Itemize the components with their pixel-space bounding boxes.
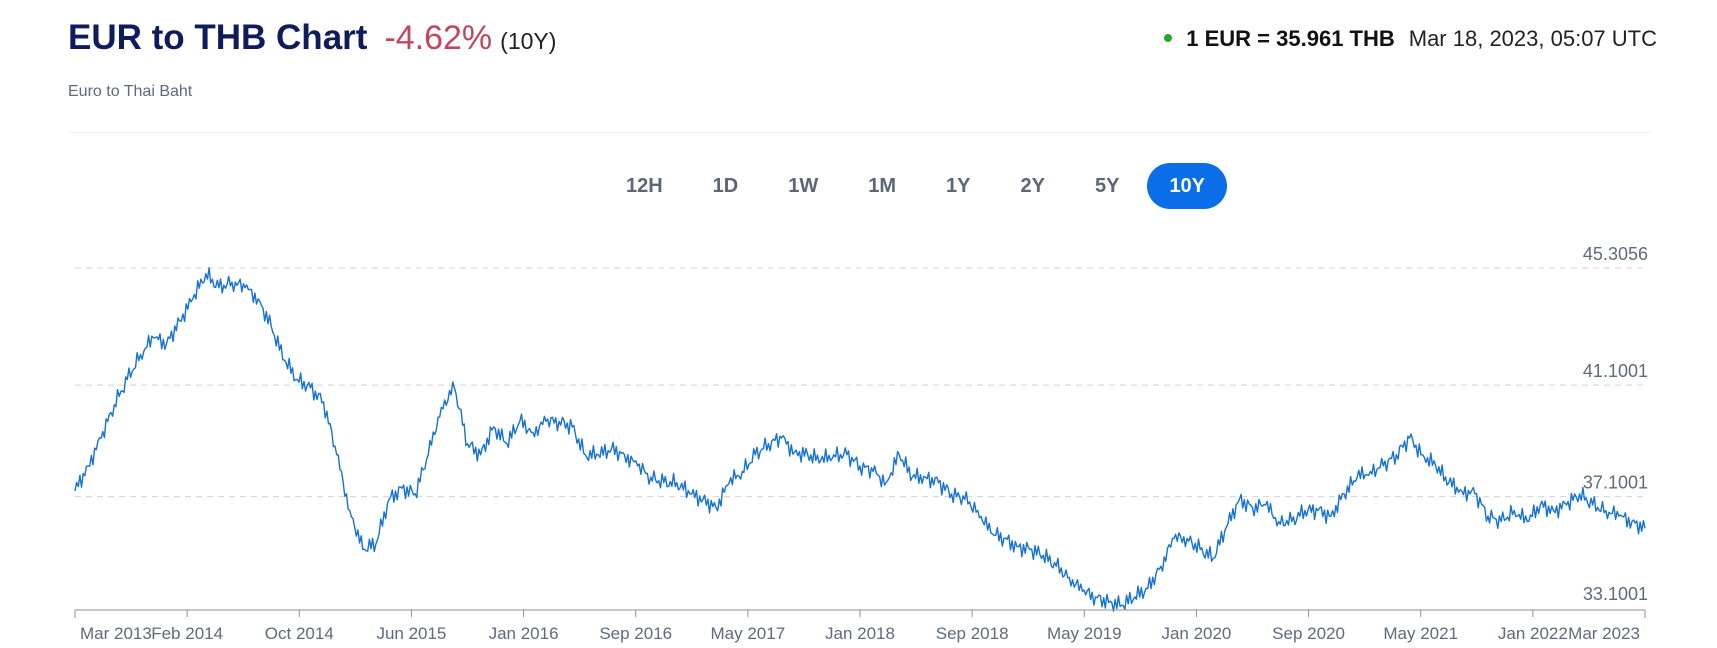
live-status-dot-icon	[1164, 34, 1173, 42]
y-tick-label: 33.1001	[1583, 584, 1648, 604]
x-tick-label: Sep 2020	[1272, 624, 1345, 643]
x-axis: Mar 2013 Feb 2014 Oct 2014 Jun 2015 Jan 2016…	[74, 609, 1646, 643]
x-tick-label: Sep 2018	[936, 624, 1009, 643]
y-tick-label: 45.3056	[1583, 244, 1648, 264]
current-rate: 1 EUR = 35.961 THB	[1186, 26, 1395, 51]
time-range-tab-list: 12H 1D 1W 1M 1Y 2Y 5Y 10Y	[601, 163, 1230, 209]
y-gridlines	[75, 267, 1645, 498]
x-tick-label: Mar 2013	[80, 624, 152, 643]
series-line	[74, 267, 1646, 612]
page-title: EUR to THB Chart	[68, 18, 368, 57]
period-label: (10Y)	[500, 28, 557, 54]
range-tab-5y[interactable]: 5Y	[1094, 174, 1120, 197]
y-tick-label: 37.1001	[1583, 473, 1648, 493]
rate-info: 1 EUR = 35.961 THB Mar 18, 2023, 05:07 U…	[1164, 26, 1657, 52]
x-tick-label: Sep 2016	[599, 624, 672, 643]
range-tab-12h[interactable]: 12H	[625, 174, 663, 197]
x-tick-label: May 2021	[1383, 624, 1458, 643]
x-tick-label: Jan 2022	[1498, 624, 1568, 643]
range-tab-2y[interactable]: 2Y	[1020, 174, 1045, 197]
x-tick-label: Mar 2023	[1568, 624, 1640, 643]
time-range-tabs: 12H 1D 1W 1M 1Y 2Y 5Y 10Y	[0, 163, 1717, 209]
range-tab-10y[interactable]: 10Y	[1147, 163, 1228, 209]
range-tab-1w[interactable]: 1W	[788, 174, 819, 197]
rate-timestamp: Mar 18, 2023, 05:07 UTC	[1408, 26, 1657, 51]
x-tick-label: May 2017	[711, 624, 786, 643]
header-divider	[68, 132, 1652, 133]
x-tick-label: Feb 2014	[151, 624, 223, 643]
x-tick-label: May 2019	[1047, 624, 1122, 643]
range-tab-1m[interactable]: 1M	[868, 174, 897, 197]
title-row: EUR to THB Chart -4.62% (10Y)	[68, 18, 556, 58]
percent-change: -4.62%	[384, 19, 493, 57]
y-tick-label: 41.1001	[1583, 361, 1648, 381]
x-tick-label: Oct 2014	[265, 624, 334, 643]
chart-header: EUR to THB Chart -4.62% (10Y) Euro to Th…	[68, 18, 1657, 102]
x-tick-label: Jun 2015	[376, 624, 446, 643]
x-tick-label: Jan 2018	[825, 624, 895, 643]
eur-thb-line-chart[interactable]: 45.3056 41.1001 37.1001 33.1001 Mar 2013 Feb…	[0, 230, 1717, 648]
pair-subtitle: Euro to Thai Baht	[68, 83, 193, 100]
range-tab-1y[interactable]: 1Y	[946, 174, 971, 197]
range-tab-1d[interactable]: 1D	[712, 174, 739, 197]
x-tick-label: Jan 2016	[489, 624, 559, 643]
x-tick-label: Jan 2020	[1161, 624, 1231, 643]
y-axis-labels: 45.3056 41.1001 37.1001 33.1001	[1583, 244, 1648, 604]
